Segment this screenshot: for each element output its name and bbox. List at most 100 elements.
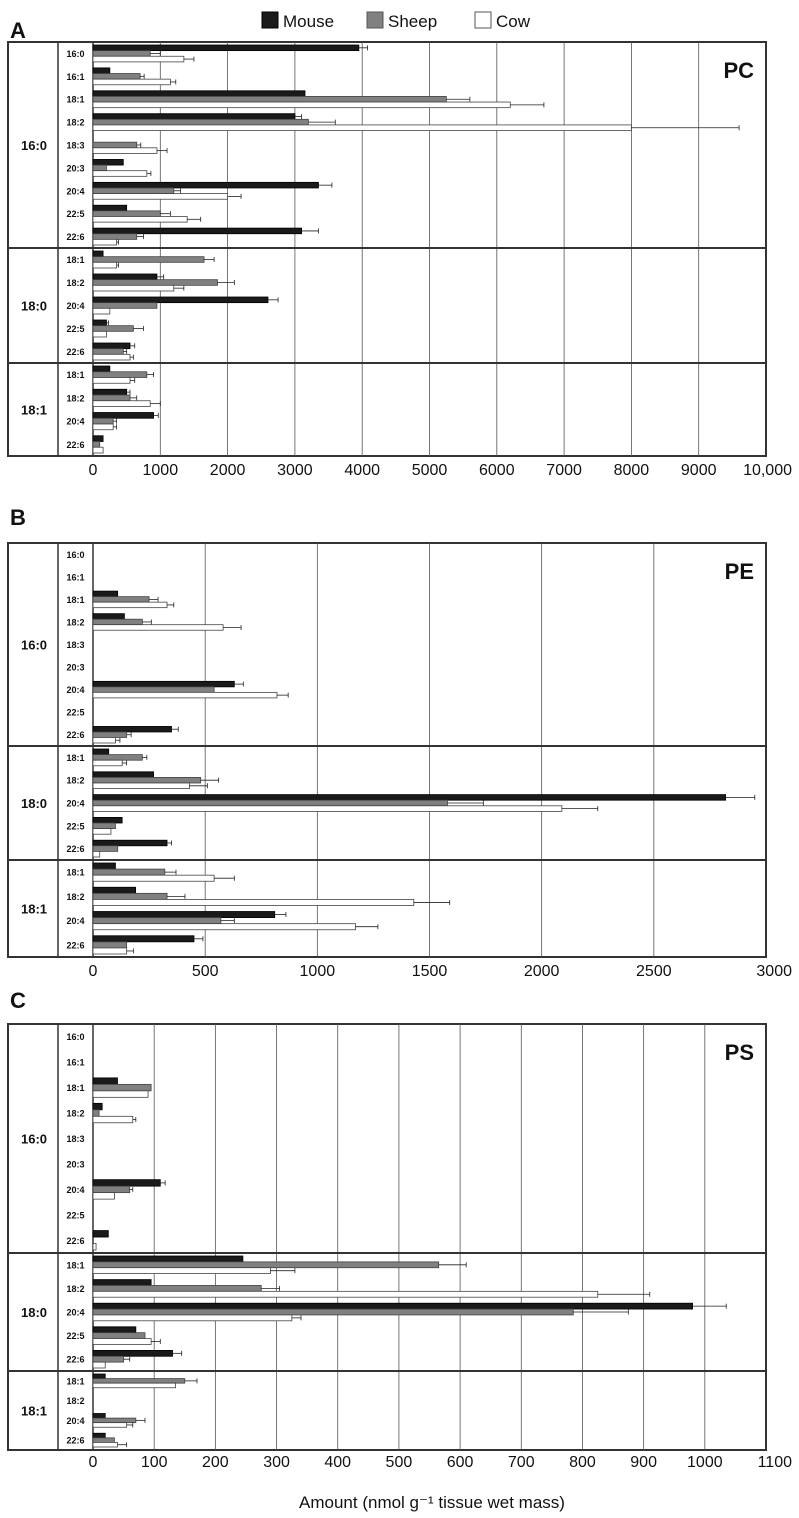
row-label: 20:4 bbox=[66, 301, 84, 311]
sheep-bar bbox=[92, 1109, 100, 1117]
legend-swatch-cow bbox=[474, 11, 492, 29]
row-label: 18:1 bbox=[66, 1376, 84, 1386]
row-label: 18:1 bbox=[66, 1083, 84, 1093]
row-label: 20:4 bbox=[66, 417, 84, 427]
cow-bar bbox=[92, 101, 511, 109]
sheep-bar bbox=[92, 731, 128, 738]
mouse-bar bbox=[92, 435, 104, 442]
sheep-bar bbox=[92, 302, 158, 309]
x-tick-label: 2500 bbox=[636, 963, 672, 980]
panel-c-class-label: PS bbox=[725, 1040, 754, 1065]
row-label: 20:4 bbox=[66, 186, 84, 196]
x-tick-label: 1000 bbox=[143, 462, 179, 479]
x-tick-label: 3000 bbox=[277, 462, 313, 479]
sheep-bar bbox=[92, 596, 150, 603]
cow-bar bbox=[92, 1192, 115, 1200]
cow-bar bbox=[92, 1382, 176, 1389]
sheep-bar bbox=[92, 441, 101, 448]
sheep-bar bbox=[92, 96, 447, 103]
cow-bar bbox=[92, 805, 563, 812]
row-label: 22:6 bbox=[66, 1436, 84, 1446]
sheep-bar bbox=[92, 845, 119, 852]
mouse-bar bbox=[92, 342, 131, 350]
mouse-bar bbox=[92, 817, 123, 824]
mouse-bar bbox=[92, 1326, 137, 1334]
x-tick-label: 700 bbox=[508, 1454, 535, 1471]
row-label: 18:2 bbox=[66, 1284, 84, 1294]
sheep-bar bbox=[92, 799, 448, 807]
mouse-bar bbox=[92, 273, 158, 281]
mouse-bar bbox=[92, 911, 276, 918]
row-label: 16:1 bbox=[66, 1058, 84, 1068]
cow-bar bbox=[92, 377, 131, 384]
x-tick-label: 2000 bbox=[524, 963, 560, 980]
row-label: 20:3 bbox=[66, 1159, 84, 1169]
sheep-bar bbox=[92, 141, 138, 149]
mouse-bar bbox=[92, 1350, 173, 1357]
row-label: 18:2 bbox=[66, 892, 84, 902]
cow-bar bbox=[92, 1243, 97, 1251]
row-label: 18:1 bbox=[66, 1260, 84, 1270]
mouse-bar bbox=[92, 296, 269, 304]
cow-bar bbox=[92, 55, 185, 63]
sheep-bar bbox=[92, 1261, 440, 1269]
mouse-bar bbox=[92, 1077, 118, 1085]
mouse-bar bbox=[92, 590, 119, 598]
row-label: 18:2 bbox=[66, 118, 84, 128]
x-tick-label: 200 bbox=[202, 1454, 229, 1471]
cow-bar bbox=[92, 261, 117, 269]
mouse-bar bbox=[92, 794, 727, 801]
sheep-bar bbox=[92, 417, 114, 425]
x-tick-label: 500 bbox=[386, 1454, 413, 1471]
group-label: 16:0 bbox=[21, 638, 47, 653]
mouse-bar bbox=[92, 365, 111, 373]
row-label: 20:4 bbox=[66, 1185, 84, 1195]
row-label: 22:6 bbox=[66, 730, 84, 740]
sheep-bar bbox=[92, 73, 141, 80]
sheep-bar bbox=[92, 1437, 115, 1443]
mouse-bar bbox=[92, 319, 107, 327]
row-label: 16:0 bbox=[66, 1032, 84, 1042]
group-label: 18:1 bbox=[21, 902, 47, 917]
mouse-bar bbox=[92, 680, 235, 688]
mouse-bar bbox=[92, 388, 128, 396]
sheep-bar bbox=[92, 1185, 131, 1194]
row-label: 20:3 bbox=[66, 663, 84, 673]
mouse-bar bbox=[92, 1102, 103, 1111]
cow-bar bbox=[92, 147, 158, 154]
x-tick-label: 2000 bbox=[210, 462, 246, 479]
panel-letter-c: C bbox=[10, 988, 26, 1013]
row-label: 18:1 bbox=[66, 595, 84, 605]
mouse-bar bbox=[92, 250, 104, 258]
sheep-bar bbox=[92, 50, 151, 57]
row-label: 18:2 bbox=[66, 776, 84, 786]
sheep-bar bbox=[92, 210, 161, 217]
group-label: 18:1 bbox=[21, 403, 47, 418]
sheep-bar bbox=[92, 686, 215, 693]
row-label: 18:1 bbox=[66, 95, 84, 105]
legend-label-sheep: Sheep bbox=[388, 12, 437, 31]
mouse-bar bbox=[92, 839, 168, 847]
row-label: 22:5 bbox=[66, 209, 84, 219]
panel-a-class-label: PC bbox=[723, 58, 754, 83]
cow-bar bbox=[92, 1422, 128, 1428]
sheep-bar bbox=[92, 1417, 137, 1424]
sheep-bar bbox=[92, 187, 175, 194]
x-tick-label: 1500 bbox=[412, 963, 448, 980]
sheep-bar bbox=[92, 256, 205, 263]
sheep-bar bbox=[92, 822, 116, 829]
group-label: 18:0 bbox=[21, 1305, 47, 1320]
sheep-bar bbox=[92, 233, 138, 240]
cow-bar bbox=[92, 851, 101, 858]
sheep-bar bbox=[92, 1308, 574, 1316]
row-label: 22:6 bbox=[66, 844, 84, 854]
row-label: 20:4 bbox=[66, 685, 84, 695]
mouse-bar bbox=[92, 227, 303, 235]
cow-bar bbox=[92, 170, 148, 177]
panel-b-class-label: PE bbox=[725, 559, 754, 584]
sheep-bar bbox=[92, 892, 168, 900]
x-tick-label: 1100 bbox=[758, 1454, 793, 1471]
cow-bar bbox=[92, 1267, 271, 1274]
group-label: 16:0 bbox=[21, 1132, 47, 1147]
